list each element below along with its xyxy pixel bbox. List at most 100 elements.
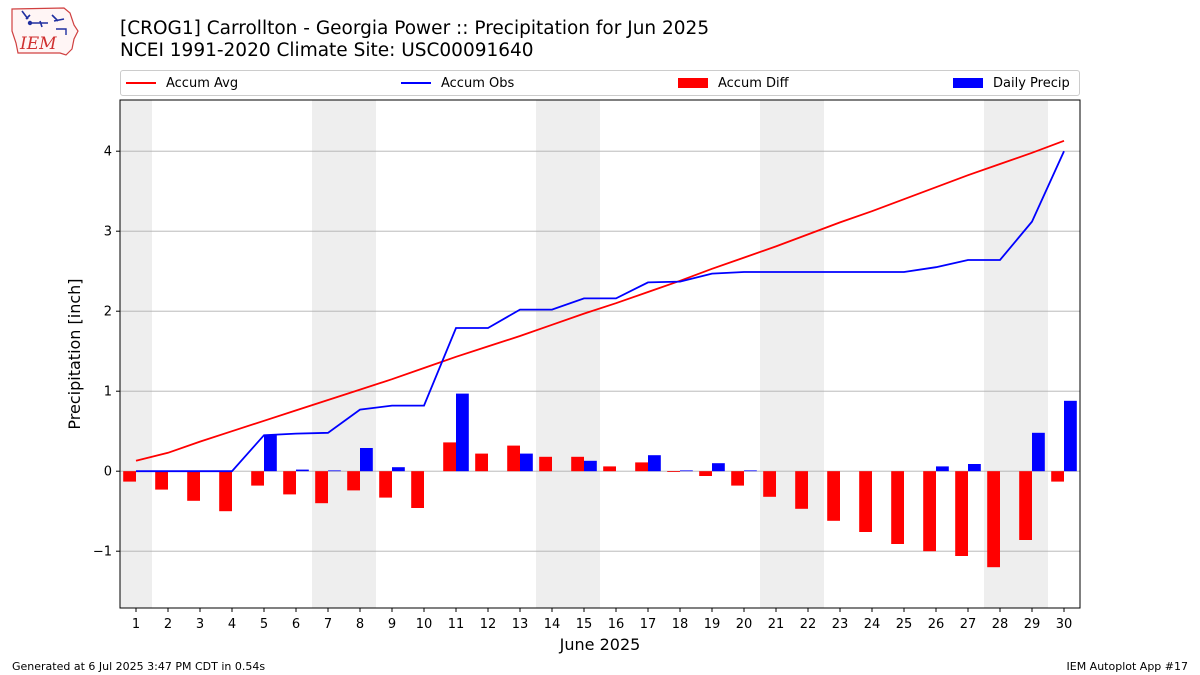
legend-item-accum-avg: Accum Avg — [126, 71, 238, 95]
y-tick-label-2: 2 — [104, 305, 112, 320]
x-tick-label-18: 18 — [672, 617, 689, 632]
accum-diff-bar-day-8 — [347, 471, 360, 491]
y-tick-label--1: −1 — [93, 545, 112, 560]
x-tick-label-30: 30 — [1056, 617, 1073, 632]
x-tick-label-2: 2 — [164, 617, 172, 632]
logo-text: IEM — [19, 34, 57, 54]
daily-precip-bar-day-19 — [712, 463, 725, 472]
accum-diff-bar-day-21 — [763, 471, 776, 497]
x-tick-label-13: 13 — [512, 617, 529, 632]
x-axis-label: June 2025 — [559, 635, 641, 654]
accum-diff-bar-day-10 — [411, 471, 424, 508]
x-tick-label-17: 17 — [640, 617, 657, 632]
x-tick-label-12: 12 — [480, 617, 497, 632]
accum-diff-bar-day-19 — [699, 471, 712, 476]
legend-swatch-daily-precip — [953, 78, 983, 88]
y-tick-label-0: 0 — [104, 465, 112, 480]
accum-diff-bar-day-24 — [859, 471, 872, 532]
x-tick-label-5: 5 — [260, 617, 268, 632]
accum-diff-bar-day-23 — [827, 471, 840, 521]
x-tick-label-21: 21 — [768, 617, 785, 632]
x-tick-label-3: 3 — [196, 617, 204, 632]
accum-diff-bar-day-11 — [443, 442, 456, 472]
x-tick-label-27: 27 — [960, 617, 977, 632]
x-tick-label-19: 19 — [704, 617, 721, 632]
chart-subtitle: NCEI 1991-2020 Climate Site: USC00091640 — [120, 40, 534, 61]
accum-diff-bar-day-12 — [475, 453, 488, 472]
daily-precip-bar-day-17 — [648, 455, 661, 472]
accum-obs-line — [136, 150, 1065, 473]
y-gridlines — [120, 150, 1080, 552]
x-tick-label-11: 11 — [448, 617, 465, 632]
accum-diff-bar-day-13 — [507, 445, 520, 472]
daily-precip-bar-day-26 — [936, 466, 949, 472]
daily-precip-bar-day-11 — [456, 393, 469, 472]
x-tick-label-15: 15 — [576, 617, 593, 632]
y-axis-label: Precipitation [inch] — [65, 278, 84, 429]
y-tick-label-1: 1 — [104, 385, 112, 400]
accum-diff-bar-day-18 — [667, 471, 680, 472]
weekend-shade-3 — [536, 100, 600, 608]
daily-precip-bar-day-30 — [1064, 400, 1077, 472]
generated-timestamp: Generated at 6 Jul 2025 3:47 PM CDT in 0… — [12, 660, 266, 673]
accum-avg-line — [135, 139, 1065, 462]
daily-precip-bar-day-8 — [360, 448, 373, 472]
daily-precip-bar-day-20 — [744, 470, 757, 472]
accum-diff-bar-day-7 — [315, 471, 328, 504]
accum-diff-bar-day-27 — [955, 471, 968, 556]
accum-diff-bar-day-22 — [795, 471, 808, 509]
x-tick-label-24: 24 — [864, 617, 881, 632]
accum-diff-bar-day-16 — [603, 466, 616, 472]
accum-diff-bar-day-29 — [1019, 471, 1032, 540]
accum-diff-bar-day-6 — [283, 471, 296, 495]
daily-precip-bar-day-29 — [1032, 432, 1045, 472]
x-tick-label-20: 20 — [736, 617, 753, 632]
legend-label-daily-precip: Daily Precip — [993, 75, 1070, 91]
daily-precip-bar-day-18 — [680, 470, 693, 472]
accum-diff-bar-day-17 — [635, 462, 648, 472]
accum-diff-bar-day-26 — [923, 471, 936, 552]
x-tick-label-9: 9 — [388, 617, 396, 632]
accum-diff-bar-day-4 — [219, 471, 232, 512]
x-tick-label-22: 22 — [800, 617, 817, 632]
app-credit: IEM Autoplot App #17 — [1066, 660, 1189, 673]
x-tick-label-26: 26 — [928, 617, 945, 632]
weekend-shade-1 — [120, 100, 152, 608]
x-tick-label-23: 23 — [832, 617, 849, 632]
legend-label-accum-diff: Accum Diff — [718, 75, 789, 91]
y-tick-label-3: 3 — [104, 225, 112, 240]
legend-item-accum-diff: Accum Diff — [678, 71, 789, 95]
legend-item-accum-obs: Accum Obs — [401, 71, 514, 95]
accum-diff-bar-day-20 — [731, 471, 744, 486]
x-tick-label-1: 1 — [132, 617, 140, 632]
accum-diff-bar-day-28 — [987, 471, 1000, 568]
x-tick-label-10: 10 — [416, 617, 433, 632]
x-tick-label-8: 8 — [356, 617, 364, 632]
accum-diff-bar-day-30 — [1051, 471, 1064, 482]
x-tick-label-29: 29 — [1024, 617, 1041, 632]
legend-swatch-accum-obs — [401, 82, 431, 84]
daily-precip-bar-day-13 — [520, 453, 533, 472]
lines — [135, 139, 1065, 473]
daily-precip-bar-day-9 — [392, 467, 405, 472]
daily-precip-bar-day-15 — [584, 460, 597, 472]
chart-title: [CROG1] Carrollton - Georgia Power :: Pr… — [120, 18, 710, 39]
accum-diff-bar-day-14 — [539, 456, 552, 472]
legend-item-daily-precip: Daily Precip — [953, 71, 1070, 95]
daily-precip-bar-day-6 — [296, 469, 309, 472]
daily-precip-bar-day-7 — [328, 470, 341, 472]
legend-swatch-accum-diff — [678, 78, 708, 88]
chart-legend: Accum Avg Accum Obs Accum Diff Daily Pre… — [120, 70, 1080, 96]
weekend-shade-2 — [312, 100, 376, 608]
accum-diff-bar-day-9 — [379, 471, 392, 498]
legend-swatch-accum-avg — [126, 82, 156, 84]
accum-diff-bar-day-3 — [187, 471, 200, 501]
iem-logo[interactable]: IEM — [8, 5, 80, 59]
x-tick-label-6: 6 — [292, 617, 300, 632]
y-tick-label-4: 4 — [104, 145, 112, 160]
iowa-state-logo-icon: IEM — [11, 7, 79, 56]
x-tick-label-25: 25 — [896, 617, 913, 632]
accum-diff-bar-day-15 — [571, 456, 584, 472]
accum-diff-bar-day-2 — [155, 471, 168, 490]
